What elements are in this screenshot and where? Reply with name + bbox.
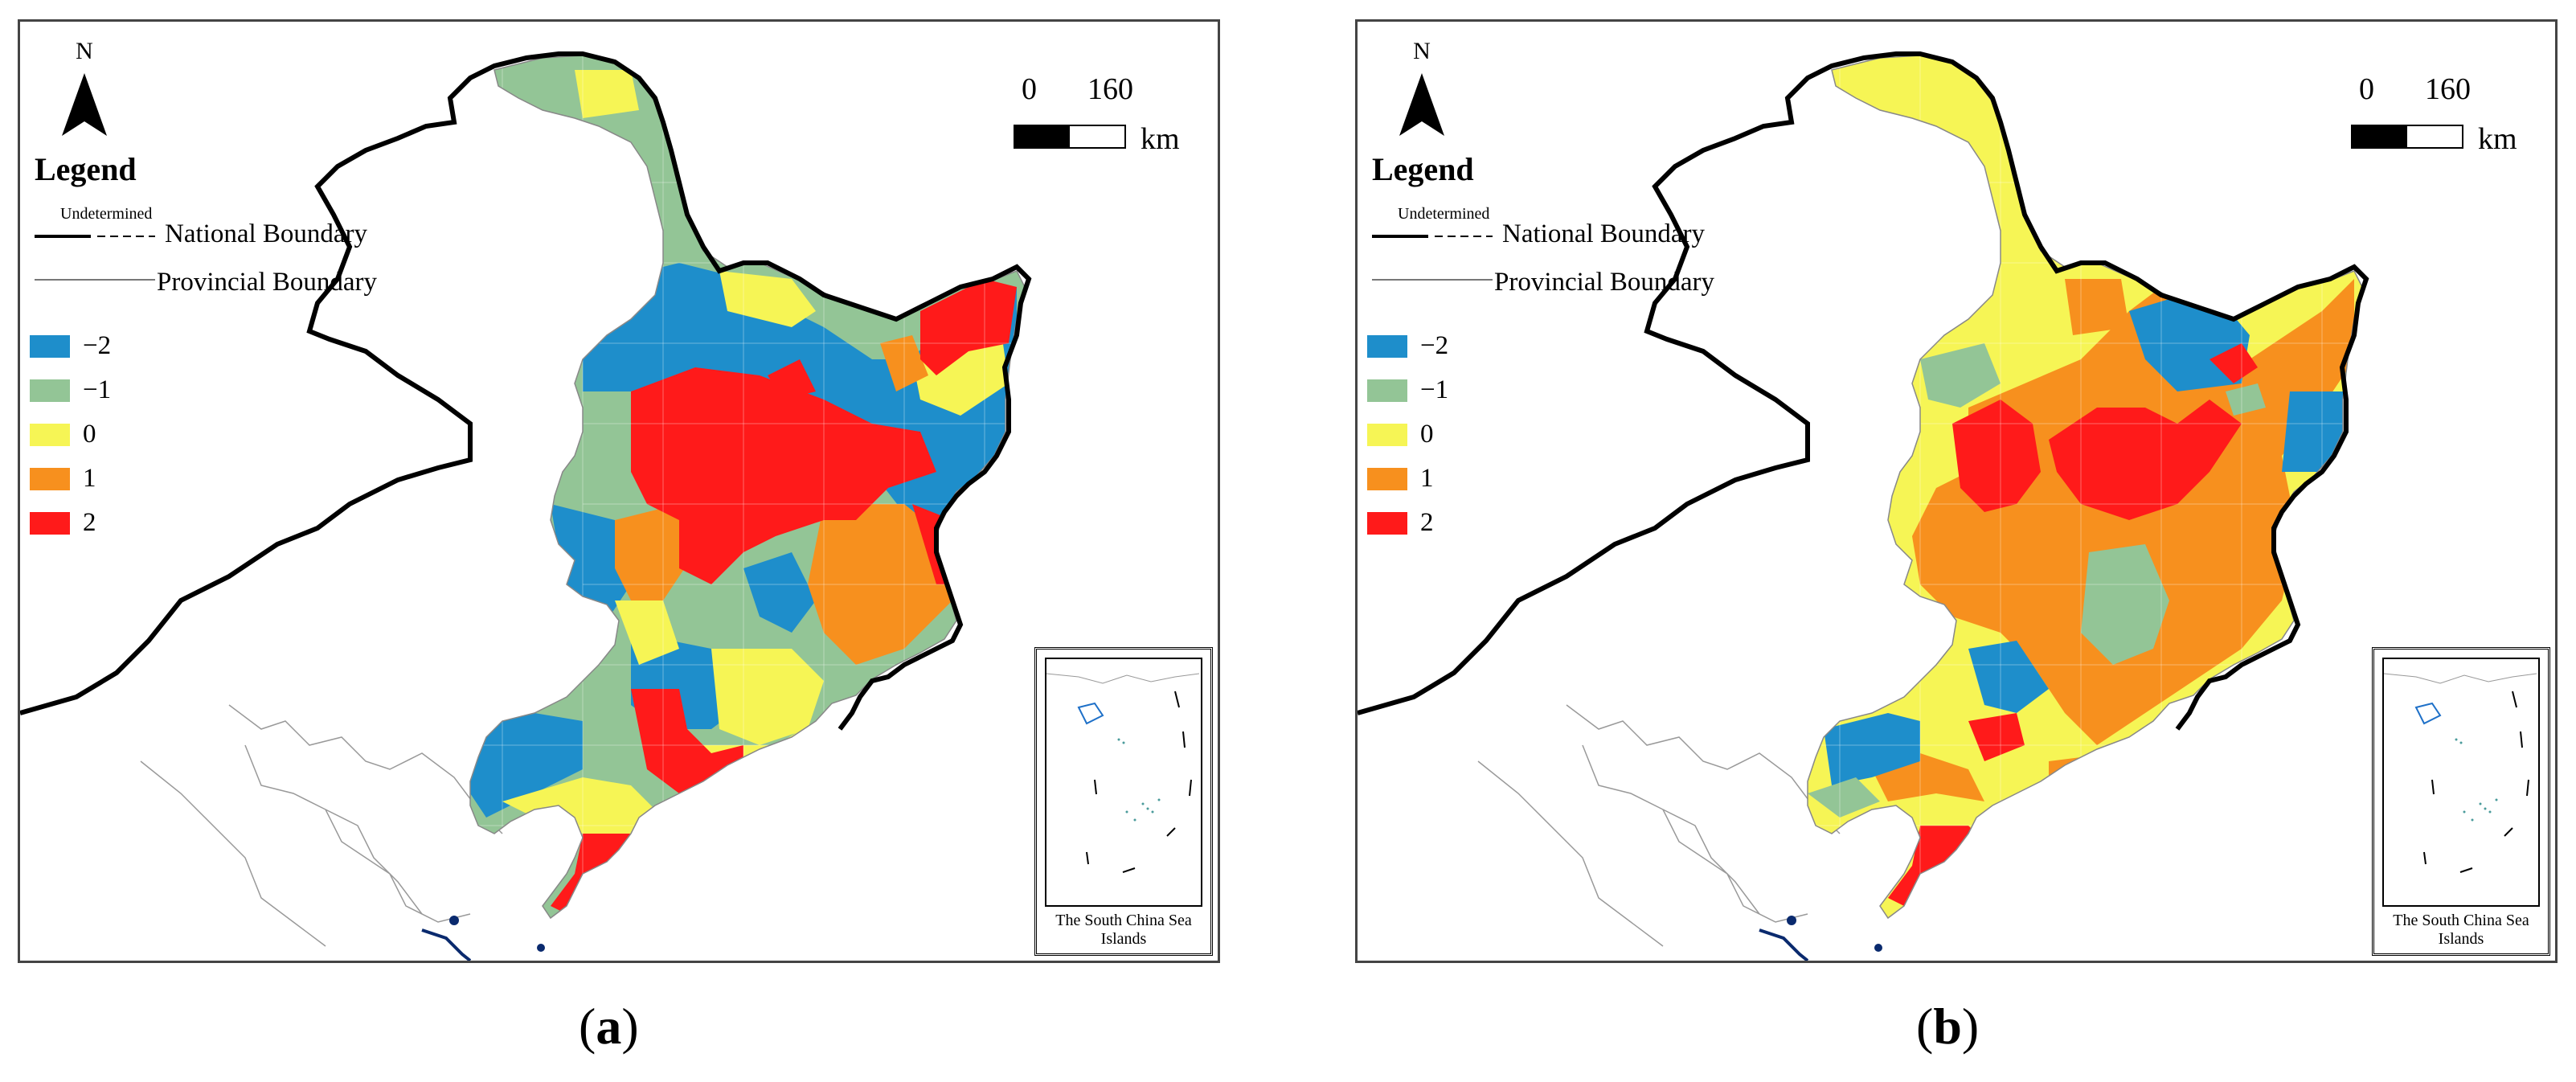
undetermined-label: Undetermined [60, 205, 153, 223]
north-arrow-icon [1399, 73, 1444, 136]
legend-swatch [1367, 511, 1407, 535]
undetermined-label: Undetermined [1398, 205, 1490, 223]
north-arrow: N [52, 38, 117, 166]
scale-unit-label: km [1141, 122, 1180, 156]
legend-item-label: 1 [1420, 464, 1434, 493]
north-arrow: N [1390, 38, 1454, 166]
legend-swatch [30, 511, 70, 535]
provincial-boundary-label: Provincial Boundary [157, 268, 378, 297]
north-label: N [76, 38, 93, 64]
legend-classes: −2 −1 0 1 2 [1367, 324, 1448, 545]
national-boundary-symbol [35, 235, 155, 238]
legend-item: −2 [30, 324, 111, 368]
legend-item: −2 [1367, 324, 1448, 368]
legend-item-label: −2 [83, 331, 112, 360]
scale-bar: 0 160 km [1004, 52, 1213, 165]
legend-title: Legend [35, 151, 137, 187]
map-panel-a: N Legend Undetermined National Boundary … [18, 19, 1220, 963]
scale-bar: 0 160 km [2341, 52, 2550, 165]
provincial-boundary-symbol [1372, 279, 1493, 281]
scale-bar-graphic [1014, 125, 1126, 149]
legend-swatch [1367, 379, 1407, 402]
legend-item-label: 2 [83, 508, 96, 537]
south-china-sea-inset: The South China Sea Islands [1034, 647, 1213, 956]
legend-swatch [30, 423, 70, 446]
legend-swatch [30, 334, 70, 358]
inset-map-graphic [2384, 673, 2537, 873]
neighbour-boundaries [140, 704, 503, 947]
choropleth-map-b [1358, 22, 2555, 961]
legend-item: 1 [30, 457, 111, 501]
national-boundary-label: National Boundary [1502, 219, 1706, 248]
legend-item-label: −1 [83, 375, 112, 404]
panel-label-b: (b) [1916, 998, 1980, 1055]
legend-item-label: 0 [1420, 420, 1434, 449]
legend-item-label: 2 [1420, 508, 1434, 537]
inset-caption: The South China Sea Islands [2393, 912, 2529, 948]
legend-item: 2 [1367, 501, 1448, 545]
national-boundary-symbol [1372, 235, 1493, 238]
legend-item: 0 [30, 412, 111, 457]
legend-title: Legend [1372, 151, 1474, 187]
legend-item: −1 [1367, 368, 1448, 412]
scale-zero-label: 0 [2359, 72, 2374, 106]
legend-item: −1 [30, 368, 111, 412]
legend-item: 1 [1367, 457, 1448, 501]
scale-unit-label: km [2478, 122, 2517, 156]
map-panel-b: N Legend Undetermined National Boundary … [1355, 19, 2558, 963]
inset-map [1045, 658, 1202, 907]
legend-item: 2 [30, 501, 111, 545]
scale-zero-label: 0 [1022, 72, 1037, 106]
legend-classes: −2 −1 0 1 2 [30, 324, 111, 545]
choropleth-map-a [20, 22, 1218, 961]
north-label: N [1413, 38, 1431, 64]
legend-swatch [1367, 467, 1407, 490]
scale-bar-graphic [2351, 125, 2463, 149]
provincial-boundary-symbol [35, 279, 155, 281]
legend-swatch [1367, 423, 1407, 446]
legend-item-label: −2 [1420, 331, 1449, 360]
legend-swatch [30, 467, 70, 490]
inset-map-graphic [1046, 673, 1200, 873]
legend-item-label: 0 [83, 420, 96, 449]
scale-max-label: 160 [1087, 72, 1133, 106]
inset-map [2382, 658, 2540, 907]
legend-swatch [30, 379, 70, 402]
south-china-sea-inset: The South China Sea Islands [2372, 647, 2550, 956]
neighbour-boundaries [1477, 704, 1841, 947]
panel-label-a: (a) [579, 998, 639, 1055]
provincial-boundary-label: Provincial Boundary [1494, 268, 1715, 297]
legend-item-label: 1 [83, 464, 96, 493]
legend-item: 0 [1367, 412, 1448, 457]
inset-caption: The South China Sea Islands [1055, 912, 1192, 948]
scale-max-label: 160 [2425, 72, 2471, 106]
north-arrow-icon [62, 73, 107, 136]
national-boundary-label: National Boundary [165, 219, 368, 248]
legend-item-label: −1 [1420, 375, 1449, 404]
legend-swatch [1367, 334, 1407, 358]
